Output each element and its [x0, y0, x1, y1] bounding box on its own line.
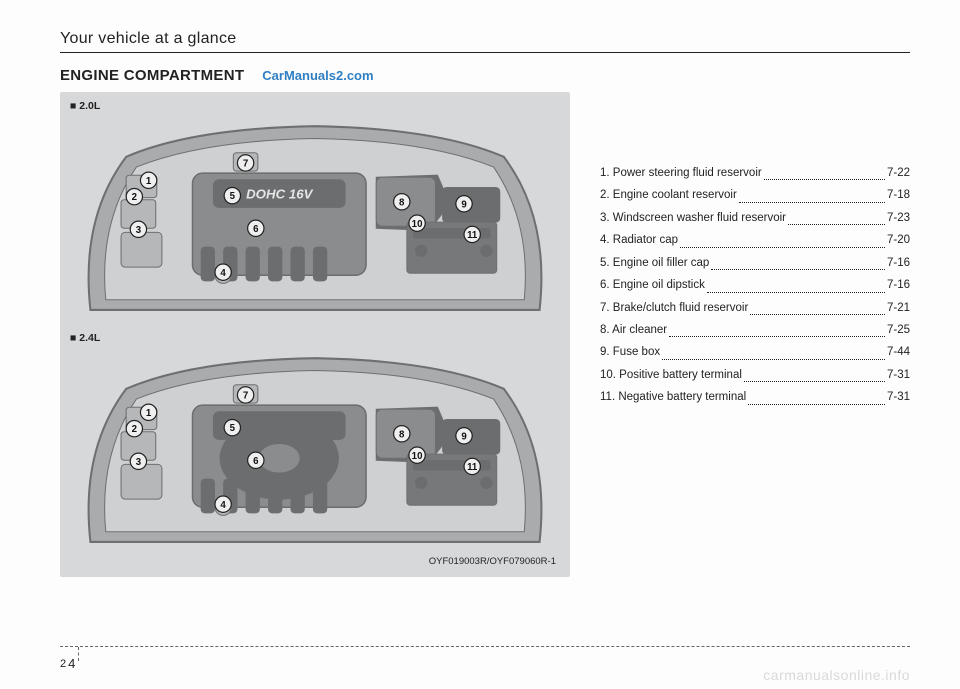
reference-dots — [748, 386, 885, 404]
svg-text:8: 8 — [399, 197, 405, 208]
engine-diagram-2_0l: DOHC 16V 12 3 4 5 6 7 8 9 10 11 — [70, 116, 560, 320]
reference-item: 10. Positive battery terminal 7-31 — [600, 364, 910, 386]
reference-label: 5. Engine oil filler cap — [600, 252, 709, 274]
reference-label: 2. Engine coolant reservoir — [600, 184, 737, 206]
reference-label: 3. Windscreen washer fluid reservoir — [600, 207, 786, 229]
reference-page: 7-44 — [887, 341, 910, 363]
reference-page: 7-25 — [887, 319, 910, 341]
reference-label: 9. Fuse box — [600, 341, 660, 363]
reference-item: 8. Air cleaner 7-25 — [600, 319, 910, 341]
reference-page: 7-20 — [887, 229, 910, 251]
reference-dots — [764, 162, 885, 180]
svg-text:10: 10 — [412, 451, 423, 462]
reference-item: 1. Power steering fluid reservoir 7-22 — [600, 162, 910, 184]
reference-item: 4. Radiator cap 7-20 — [600, 229, 910, 251]
reference-item: 11. Negative battery terminal 7-31 — [600, 386, 910, 408]
reference-page: 7-16 — [887, 252, 910, 274]
svg-text:7: 7 — [243, 159, 248, 170]
page-title: Your vehicle at a glance — [60, 30, 237, 47]
page-tick — [78, 647, 79, 661]
reference-page: 7-31 — [887, 364, 910, 386]
svg-text:6: 6 — [253, 224, 259, 235]
svg-text:4: 4 — [220, 268, 226, 279]
watermark-bottom: carmanualsonline.info — [763, 667, 910, 683]
variant-label-0: ■ 2.0L — [70, 100, 560, 112]
reference-dots — [788, 207, 885, 225]
reference-item: 7. Brake/clutch fluid reservoir 7-21 — [600, 297, 910, 319]
figures-column: ■ 2.0L DOHC 16V1234567891011 ■ 2.4L 1234… — [60, 92, 570, 577]
reference-label: 11. Negative battery terminal — [600, 386, 746, 408]
figure-box: ■ 2.0L DOHC 16V1234567891011 ■ 2.4L 1234… — [60, 92, 570, 577]
reference-label: 6. Engine oil dipstick — [600, 274, 705, 296]
svg-text:2: 2 — [132, 192, 137, 203]
manual-page: Your vehicle at a glance ENGINE COMPARTM… — [0, 0, 960, 689]
section-title: ENGINE COMPARTMENT — [60, 67, 244, 84]
reference-page: 7-16 — [887, 274, 910, 296]
reference-label: 4. Radiator cap — [600, 229, 678, 251]
svg-text:2: 2 — [132, 424, 137, 435]
svg-text:5: 5 — [230, 423, 236, 434]
reference-page: 7-21 — [887, 297, 910, 319]
svg-text:9: 9 — [461, 432, 467, 443]
reference-label: 1. Power steering fluid reservoir — [600, 162, 762, 184]
reference-list: 1. Power steering fluid reservoir 7-222.… — [600, 92, 910, 577]
figure-code: OYF019003R/OYF079060R-1 — [70, 556, 560, 567]
svg-text:1: 1 — [146, 408, 152, 419]
svg-text:8: 8 — [399, 429, 405, 440]
reference-dots — [744, 364, 885, 382]
footer-rule — [60, 646, 910, 647]
reference-dots — [669, 319, 885, 337]
content: ■ 2.0L DOHC 16V1234567891011 ■ 2.4L 1234… — [60, 92, 910, 577]
page-number: 2 4 — [60, 656, 75, 671]
svg-text:1: 1 — [146, 176, 152, 187]
reference-item: 6. Engine oil dipstick 7-16 — [600, 274, 910, 296]
svg-text:5: 5 — [230, 191, 236, 202]
engine-diagram-2_4l: 12 3 4 5 6 7 8 9 10 11 — [70, 348, 560, 552]
svg-text:DOHC 16V: DOHC 16V — [246, 187, 313, 202]
reference-dots — [711, 252, 885, 270]
svg-text:3: 3 — [136, 225, 142, 236]
reference-page: 7-18 — [887, 184, 910, 206]
svg-text:11: 11 — [467, 230, 478, 241]
reference-item: 5. Engine oil filler cap 7-16 — [600, 252, 910, 274]
header-rule — [60, 52, 910, 53]
section-title-row: ENGINE COMPARTMENT CarManuals2.com — [60, 67, 910, 84]
reference-page: 7-31 — [887, 386, 910, 408]
reference-dots — [750, 297, 885, 315]
reference-dots — [707, 274, 885, 292]
reference-page: 7-22 — [887, 162, 910, 184]
reference-dots — [680, 229, 885, 247]
reference-dots — [739, 184, 885, 202]
svg-text:4: 4 — [220, 500, 226, 511]
chapter-number: 2 — [60, 658, 66, 670]
page-in-chapter: 4 — [68, 656, 75, 671]
variant-label-1: ■ 2.4L — [70, 332, 560, 344]
svg-text:7: 7 — [243, 391, 248, 402]
svg-text:11: 11 — [467, 462, 478, 473]
watermark-top: CarManuals2.com — [262, 68, 373, 83]
reference-label: 7. Brake/clutch fluid reservoir — [600, 297, 748, 319]
svg-text:9: 9 — [461, 199, 467, 210]
svg-text:10: 10 — [412, 219, 423, 230]
reference-label: 8. Air cleaner — [600, 319, 667, 341]
reference-item: 2. Engine coolant reservoir 7-18 — [600, 184, 910, 206]
reference-label: 10. Positive battery terminal — [600, 364, 742, 386]
reference-item: 3. Windscreen washer fluid reservoir 7-2… — [600, 207, 910, 229]
svg-text:6: 6 — [253, 456, 259, 467]
svg-text:3: 3 — [136, 457, 142, 468]
page-header: Your vehicle at a glance — [60, 30, 910, 48]
reference-page: 7-23 — [887, 207, 910, 229]
reference-dots — [662, 341, 885, 359]
reference-item: 9. Fuse box 7-44 — [600, 341, 910, 363]
